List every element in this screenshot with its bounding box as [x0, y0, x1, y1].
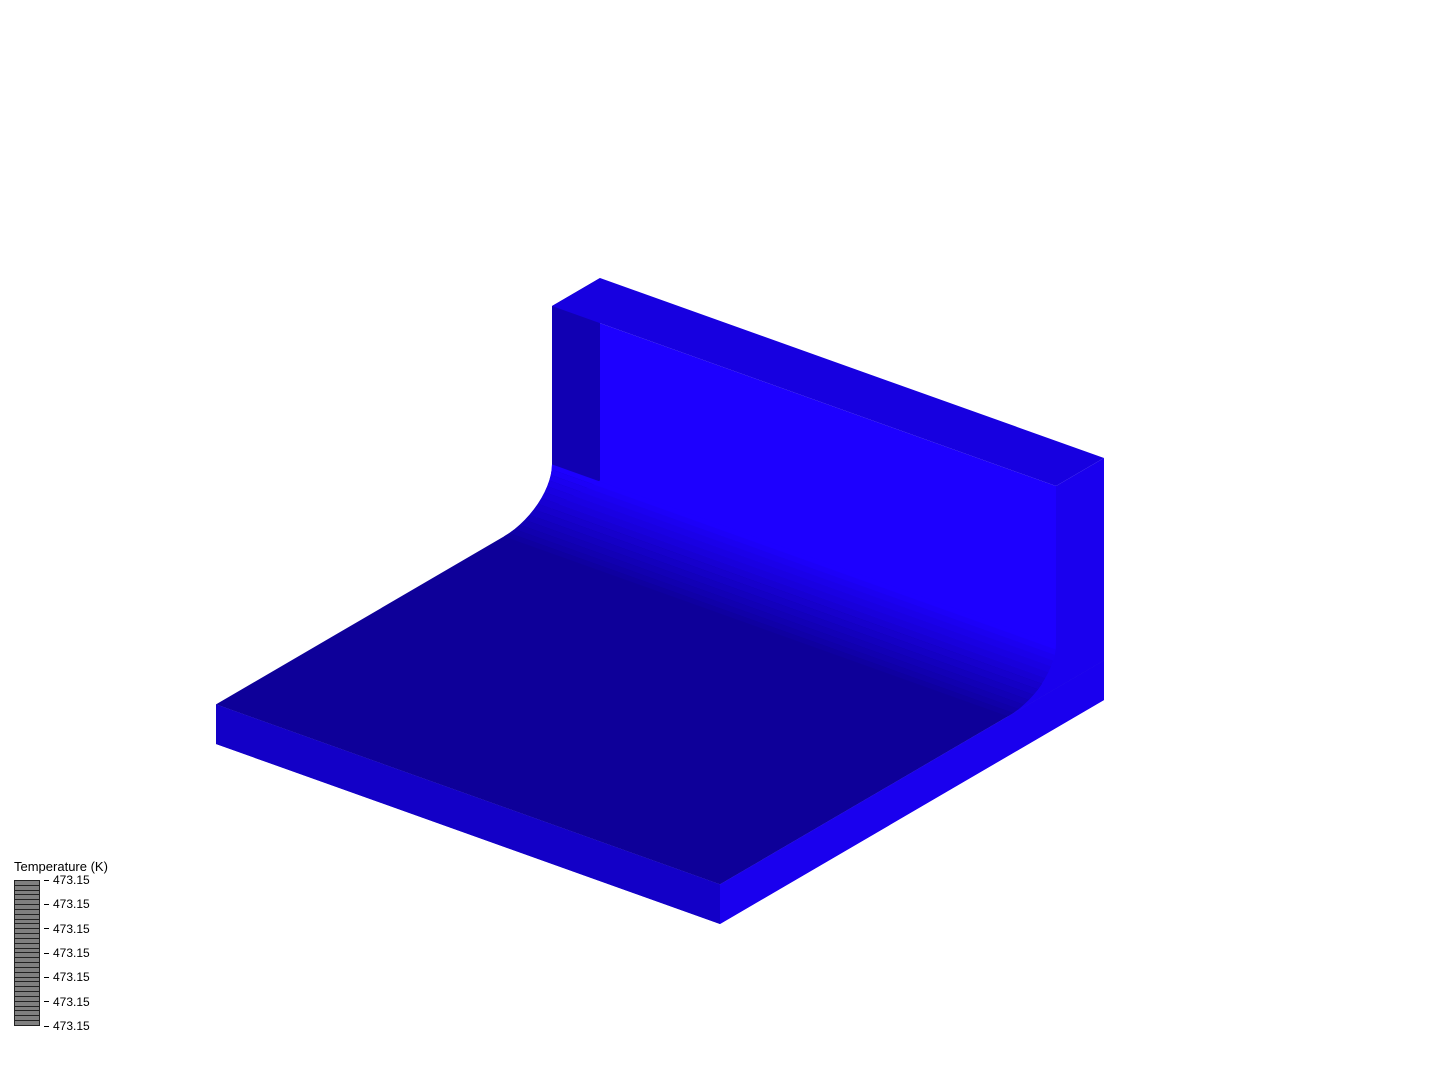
legend-tick-label: 473.15	[53, 970, 90, 984]
legend-colorbar	[14, 880, 40, 1026]
legend-tick: 473.15	[44, 946, 90, 960]
legend-ticks: 473.15473.15473.15473.15473.15473.15473.…	[44, 880, 104, 1026]
legend-tick: 473.15	[44, 1019, 90, 1033]
legend-title: Temperature (K)	[14, 859, 108, 874]
legend-tick-label: 473.15	[53, 995, 90, 1009]
legend-tick: 473.15	[44, 897, 90, 911]
legend-tick-label: 473.15	[53, 873, 90, 887]
legend-tick: 473.15	[44, 970, 90, 984]
legend-tick-label: 473.15	[53, 946, 90, 960]
model-3d-render	[0, 0, 1440, 1080]
legend-tick-label: 473.15	[53, 897, 90, 911]
legend-tick: 473.15	[44, 922, 90, 936]
color-legend: Temperature (K) 473.15 473.15 473.15 473.15…	[14, 859, 108, 1026]
legend-tick: 473.15	[44, 873, 90, 887]
render-viewport[interactable]	[0, 0, 1440, 1080]
legend-tick-label: 473.15	[53, 1019, 90, 1033]
wall-right-end-face	[1056, 458, 1104, 688]
legend-tick-label: 473.15	[53, 922, 90, 936]
legend-tick: 473.15	[44, 995, 90, 1009]
legend-cell	[15, 1020, 39, 1025]
